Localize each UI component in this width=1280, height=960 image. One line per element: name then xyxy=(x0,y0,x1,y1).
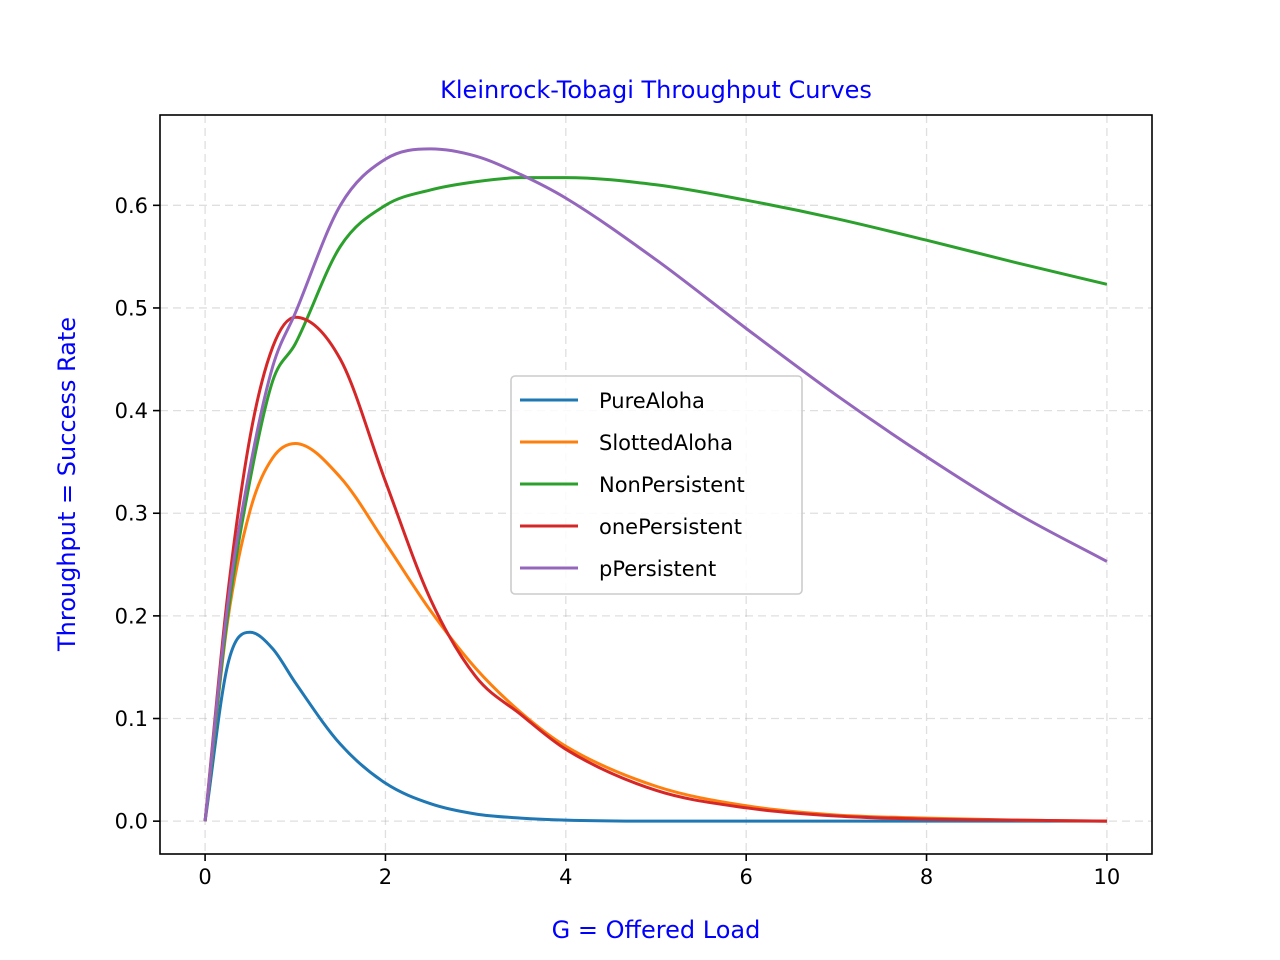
series-line-p-persistent xyxy=(203,147,1108,822)
y-tick-label: 0.2 xyxy=(115,604,148,628)
x-tick-label: 10 xyxy=(1094,865,1121,889)
x-tick-label: 4 xyxy=(559,865,572,889)
legend-label: pPersistent xyxy=(599,557,716,581)
x-tick-label: 8 xyxy=(920,865,933,889)
legend-entry: SlottedAloha xyxy=(520,431,733,455)
y-tick-label: 0.4 xyxy=(115,399,148,423)
y-tick-label: 0.0 xyxy=(115,810,148,834)
x-tick-label: 2 xyxy=(379,865,392,889)
series-group xyxy=(203,147,1108,823)
ticks: 0 2 4 6 8 10 0.0 0.1 0.2 0.3 0.4 0.5 0.6 xyxy=(115,194,1121,889)
series-line-non-persistent xyxy=(203,176,1108,822)
y-tick-label: 0.6 xyxy=(115,194,148,218)
x-axis-title: G = Offered Load xyxy=(552,916,761,944)
y-tick-label: 0.3 xyxy=(115,502,148,526)
legend-entry: NonPersistent xyxy=(520,473,745,497)
chart-title: Kleinrock-Tobagi Throughput Curves xyxy=(440,76,872,104)
y-tick-label: 0.5 xyxy=(115,296,148,320)
legend-entry: PureAloha xyxy=(520,389,705,413)
legend-label: NonPersistent xyxy=(599,473,745,497)
legend-label: PureAloha xyxy=(599,389,705,413)
y-axis-title: Throughput = Success Rate xyxy=(53,317,81,652)
series-line-one-persistent xyxy=(203,315,1107,823)
y-tick-label: 0.1 xyxy=(115,707,148,731)
x-tick-label: 0 xyxy=(198,865,211,889)
legend: PureAloha SlottedAloha NonPersistent onePer… xyxy=(510,375,803,595)
legend-entry: onePersistent xyxy=(520,515,742,539)
legend-label: onePersistent xyxy=(599,515,742,539)
legend-box xyxy=(510,375,803,595)
x-tick-label: 6 xyxy=(739,865,752,889)
legend-label: SlottedAloha xyxy=(599,431,733,455)
legend-entry: pPersistent xyxy=(520,557,716,581)
series-line-pure-aloha xyxy=(203,630,1107,823)
plot-frame xyxy=(159,114,1153,855)
